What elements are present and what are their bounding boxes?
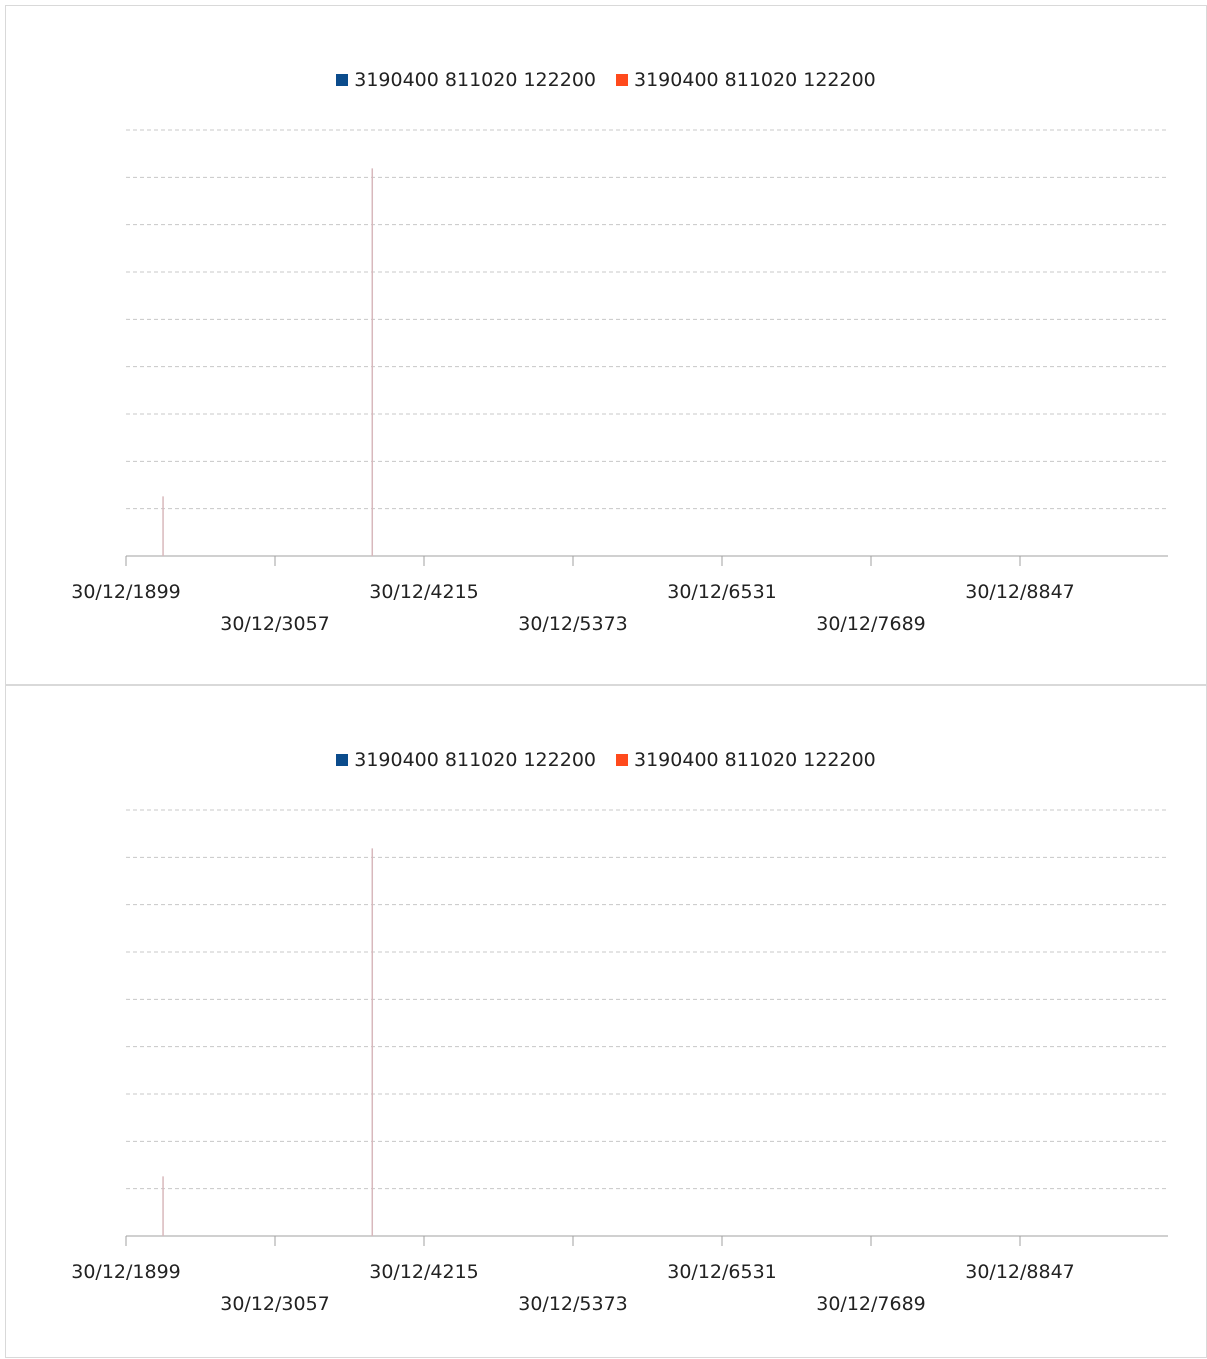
legend-item-series-1[interactable]: 3190400 811020 122200 [336, 749, 596, 771]
legend: 3190400 811020 122200 3190400 811020 122… [6, 749, 1206, 771]
legend-label: 3190400 811020 122200 [634, 749, 876, 771]
chart-panel-2: 3190400 811020 122200 3190400 811020 122… [5, 685, 1207, 1358]
x-tick-label: 30/12/4215 [369, 581, 479, 603]
plot-area: 30/12/1899 30/12/3057 30/12/4215 30/12/5373… [71, 809, 1168, 1315]
legend-label: 3190400 811020 122200 [634, 69, 876, 91]
x-tick-label: 30/12/6531 [667, 581, 777, 603]
legend-swatch-icon [616, 74, 628, 86]
legend: 3190400 811020 122200 3190400 811020 122… [6, 69, 1206, 91]
legend-swatch-icon [616, 754, 628, 766]
legend-swatch-icon [336, 754, 349, 766]
x-tick-label: 30/12/8847 [965, 581, 1075, 603]
legend-item-series-1[interactable]: 3190400 811020 122200 [336, 69, 596, 91]
chart-panel-1: 3190400 811020 122200 3190400 811020 122… [5, 5, 1207, 685]
x-tick-label: 30/12/7689 [816, 1293, 926, 1315]
legend-label: 3190400 811020 122200 [354, 749, 596, 771]
x-tick-label: 30/12/7689 [816, 613, 926, 635]
x-tick-label: 30/12/8847 [965, 1261, 1075, 1283]
x-tick-label: 30/12/1899 [71, 581, 181, 603]
x-tick-label: 30/12/1899 [71, 1261, 181, 1283]
legend-item-series-2[interactable]: 3190400 811020 122200 [616, 749, 876, 771]
x-tick-label: 30/12/3057 [220, 1293, 330, 1315]
legend-swatch-icon [336, 74, 349, 86]
x-tick-label: 30/12/6531 [667, 1261, 777, 1283]
x-tick-label: 30/12/5373 [518, 613, 628, 635]
plot-area: 30/12/1899 30/12/3057 30/12/4215 30/12/5373… [71, 129, 1168, 635]
legend-label: 3190400 811020 122200 [354, 69, 596, 91]
x-tick-label: 30/12/4215 [369, 1261, 479, 1283]
x-tick-label: 30/12/5373 [518, 1293, 628, 1315]
legend-item-series-2[interactable]: 3190400 811020 122200 [616, 69, 876, 91]
x-tick-label: 30/12/3057 [220, 613, 330, 635]
